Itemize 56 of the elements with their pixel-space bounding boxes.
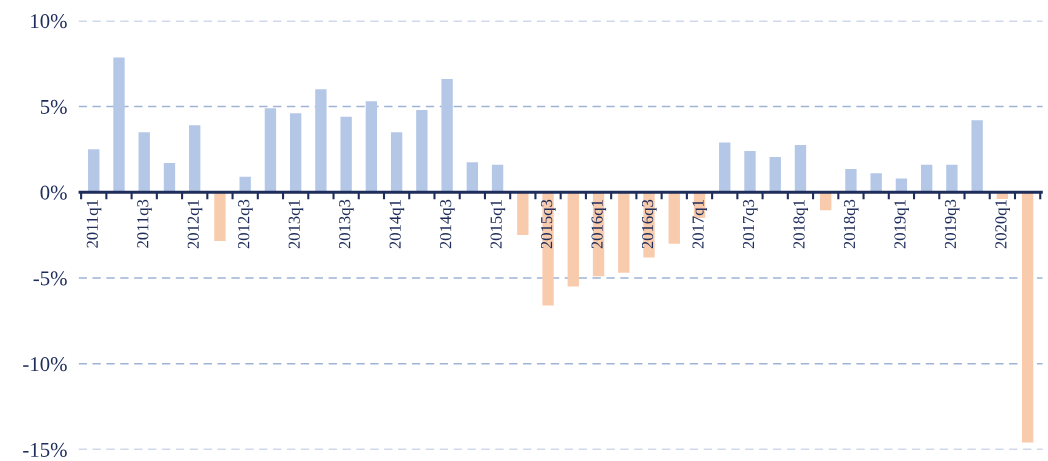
x-tick-label: 2017q3 [742,199,758,249]
bar [264,108,277,193]
bar [769,157,781,193]
bar [214,192,226,242]
y-tick-label: -5% [33,271,67,286]
x-tick-label: 2013q1 [288,200,304,249]
y-tick-label: -15% [23,442,67,457]
bar [946,164,958,193]
bar [189,125,201,193]
x-tick-label: 2015q1 [490,200,506,249]
x-tick-label: 2018q1 [793,200,809,249]
bar [289,113,302,193]
bar [390,132,403,193]
x-tick-label: 2016q1 [591,200,607,249]
x-tick-label: 2016q3 [641,199,657,249]
bar [466,162,479,193]
bar [971,120,983,193]
bar [870,173,882,193]
bar [163,163,176,193]
x-tick-label: 2013q3 [339,199,354,249]
y-tick-label: 10% [31,14,67,29]
bar [517,192,529,236]
bar [88,149,100,193]
y-tick-label: 5% [40,99,67,114]
y-tick-label: 0% [40,185,67,200]
bar [618,192,630,273]
bar [845,169,857,193]
bar [719,142,731,193]
x-tick-label: 2017q1 [692,200,708,249]
x-tick-label: 2015q3 [540,199,556,249]
bar [340,116,352,193]
bar [567,192,579,287]
x-tick-label: 2014q3 [440,199,455,249]
x-tick-label: 2014q1 [389,200,405,249]
bar [315,89,327,193]
x-tick-label: 2019q3 [944,199,960,249]
bar [744,151,756,193]
x-tick-label: 2011q3 [137,199,152,248]
x-tick-label: 2018q3 [843,199,859,249]
bar [542,192,554,306]
bar [1021,192,1034,443]
x-tick-label: 2019q1 [894,200,909,249]
bar [113,57,125,193]
bar [920,164,933,193]
bar [365,101,378,193]
x-tick-label: 2011q1 [86,200,102,248]
bar [794,145,807,193]
bar [138,132,150,193]
x-tick-label: 2012q3 [238,199,253,249]
bar [416,109,428,193]
x-tick-label: 2012q1 [187,200,203,249]
bar [668,192,680,244]
x-tick-label: 2020q1 [995,200,1010,249]
bar [441,79,453,193]
y-tick-label: -10% [23,357,67,372]
bar [491,164,504,193]
